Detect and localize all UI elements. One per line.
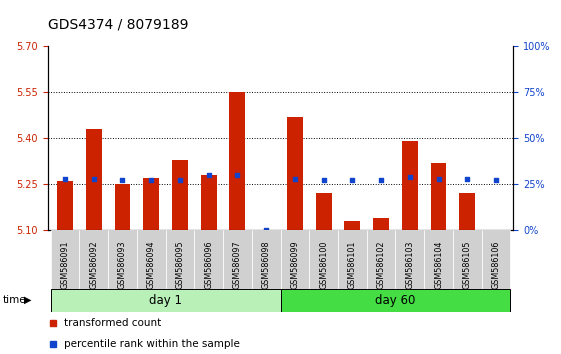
Bar (287, 116, 303, 230)
Bar (79, 230, 108, 289)
Point (406, 174, 415, 179)
Bar (50, 289, 280, 312)
Bar (309, 230, 338, 289)
Text: GSM586102: GSM586102 (376, 241, 385, 289)
Point (348, 178, 357, 183)
Bar (373, 218, 389, 230)
Bar (338, 230, 367, 289)
Point (319, 178, 328, 183)
Bar (367, 230, 396, 289)
Bar (280, 289, 511, 312)
Text: GSM586104: GSM586104 (434, 241, 443, 289)
Bar (172, 160, 188, 230)
Point (233, 172, 242, 178)
Point (376, 178, 385, 183)
Bar (57, 181, 73, 230)
Bar (252, 230, 280, 289)
Point (463, 176, 472, 181)
Text: GSM586092: GSM586092 (89, 241, 98, 289)
Bar (50, 230, 79, 289)
Point (146, 178, 155, 183)
Text: GSM586095: GSM586095 (176, 241, 185, 289)
Text: GSM586096: GSM586096 (204, 241, 213, 289)
Text: GSM586099: GSM586099 (291, 241, 300, 289)
Text: GSM586098: GSM586098 (261, 241, 270, 289)
Bar (86, 129, 102, 230)
Point (118, 178, 127, 183)
Text: GSM586091: GSM586091 (61, 241, 70, 289)
Bar (280, 230, 309, 289)
Bar (165, 230, 194, 289)
Bar (344, 221, 360, 230)
Bar (424, 230, 453, 289)
Text: GSM586101: GSM586101 (348, 241, 357, 289)
Bar (402, 141, 418, 230)
Point (89, 176, 98, 181)
Bar (396, 230, 424, 289)
Point (434, 176, 443, 181)
Bar (316, 193, 332, 230)
Bar (431, 162, 447, 230)
Point (61, 176, 70, 181)
Bar (482, 230, 511, 289)
Bar (229, 92, 245, 230)
Point (204, 172, 213, 178)
Text: time: time (3, 295, 26, 305)
Text: GSM586094: GSM586094 (146, 241, 155, 289)
Text: GSM586100: GSM586100 (319, 241, 328, 289)
Point (491, 178, 500, 183)
Text: day 1: day 1 (149, 293, 182, 307)
Text: transformed count: transformed count (64, 318, 161, 328)
Point (291, 176, 300, 181)
Text: day 60: day 60 (375, 293, 416, 307)
Bar (137, 230, 165, 289)
Text: GSM586093: GSM586093 (118, 241, 127, 289)
Bar (223, 230, 252, 289)
Bar (108, 230, 137, 289)
Text: GSM586106: GSM586106 (491, 241, 500, 289)
Bar (143, 178, 159, 230)
Text: GDS4374 / 8079189: GDS4374 / 8079189 (48, 18, 188, 32)
Text: GSM586103: GSM586103 (406, 241, 415, 289)
Bar (459, 193, 475, 230)
Bar (201, 175, 217, 230)
Bar (114, 184, 130, 230)
Text: GSM586097: GSM586097 (233, 241, 242, 289)
Point (176, 178, 185, 183)
Bar (194, 230, 223, 289)
Text: percentile rank within the sample: percentile rank within the sample (64, 339, 240, 349)
Text: GSM586105: GSM586105 (463, 241, 472, 289)
Point (261, 227, 270, 233)
Bar (453, 230, 482, 289)
Text: ▶: ▶ (24, 295, 31, 305)
